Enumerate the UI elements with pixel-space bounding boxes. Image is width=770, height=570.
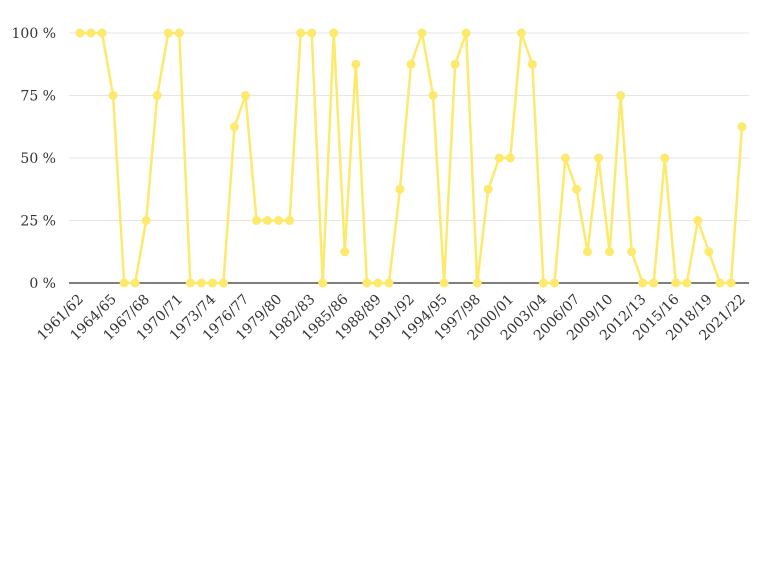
data-point[interactable] [329,28,339,38]
data-point[interactable] [163,28,173,38]
data-point[interactable] [218,278,228,288]
data-point[interactable] [86,28,96,38]
data-point[interactable] [616,91,626,100]
data-point[interactable] [373,278,383,288]
y-axis-ticks: 0 % 25 % 50 % 75 % 100 % [12,26,56,292]
data-point[interactable] [108,91,118,100]
y-tick-label: 50 % [20,151,56,167]
data-point[interactable] [461,28,471,38]
data-point[interactable] [483,184,493,194]
data-point[interactable] [362,278,372,288]
data-point[interactable] [130,278,140,288]
data-point[interactable] [97,28,107,38]
data-point[interactable] [174,28,184,38]
data-point[interactable] [75,28,85,38]
data-point[interactable] [572,184,581,194]
data-point[interactable] [340,247,350,257]
data-point[interactable] [671,278,681,288]
data-point[interactable] [241,91,250,100]
data-point[interactable] [229,122,239,132]
data-point[interactable] [516,28,526,38]
data-point[interactable] [384,278,394,288]
data-point[interactable] [549,278,559,288]
data-point[interactable] [494,153,504,163]
data-point[interactable] [185,278,195,288]
y-tick-label: 75 % [20,89,56,105]
data-point[interactable] [296,28,306,38]
data-point[interactable] [263,216,273,225]
data-point[interactable] [726,278,736,288]
data-point[interactable] [560,153,570,163]
data-point[interactable] [428,91,438,100]
data-point[interactable] [605,247,615,257]
data-point[interactable] [406,59,416,69]
data-point[interactable] [274,216,284,225]
data-point[interactable] [207,278,217,288]
data-point[interactable] [196,278,206,288]
data-point[interactable] [693,216,703,225]
data-point[interactable] [351,59,361,69]
data-point[interactable] [594,153,604,163]
gridlines [69,32,749,284]
data-point[interactable] [152,91,162,100]
data-point[interactable] [252,216,262,225]
data-point[interactable] [527,59,537,69]
data-point[interactable] [505,153,515,163]
data-point[interactable] [583,247,593,257]
data-point[interactable] [119,278,129,288]
y-tick-label: 100 % [12,26,56,42]
data-point[interactable] [472,278,482,288]
y-tick-label: 0 % [29,276,56,292]
series-points [75,28,747,288]
data-point[interactable] [660,153,670,163]
data-point[interactable] [141,216,151,225]
data-point[interactable] [737,122,747,132]
data-point[interactable] [307,28,317,38]
data-point[interactable] [682,278,692,288]
data-point[interactable] [649,278,659,288]
data-point[interactable] [285,216,295,225]
data-point[interactable] [450,59,460,69]
data-point[interactable] [318,278,328,288]
data-point[interactable] [638,278,648,288]
data-point[interactable] [395,184,405,194]
y-tick-label: 25 % [20,214,56,230]
data-point[interactable] [538,278,548,288]
data-point[interactable] [627,247,637,257]
data-point[interactable] [704,247,714,257]
data-point[interactable] [715,278,725,288]
data-point[interactable] [439,278,449,288]
x-axis-ticks: 1961/621964/651967/681970/711973/741976/… [34,291,748,344]
data-point[interactable] [417,28,427,38]
